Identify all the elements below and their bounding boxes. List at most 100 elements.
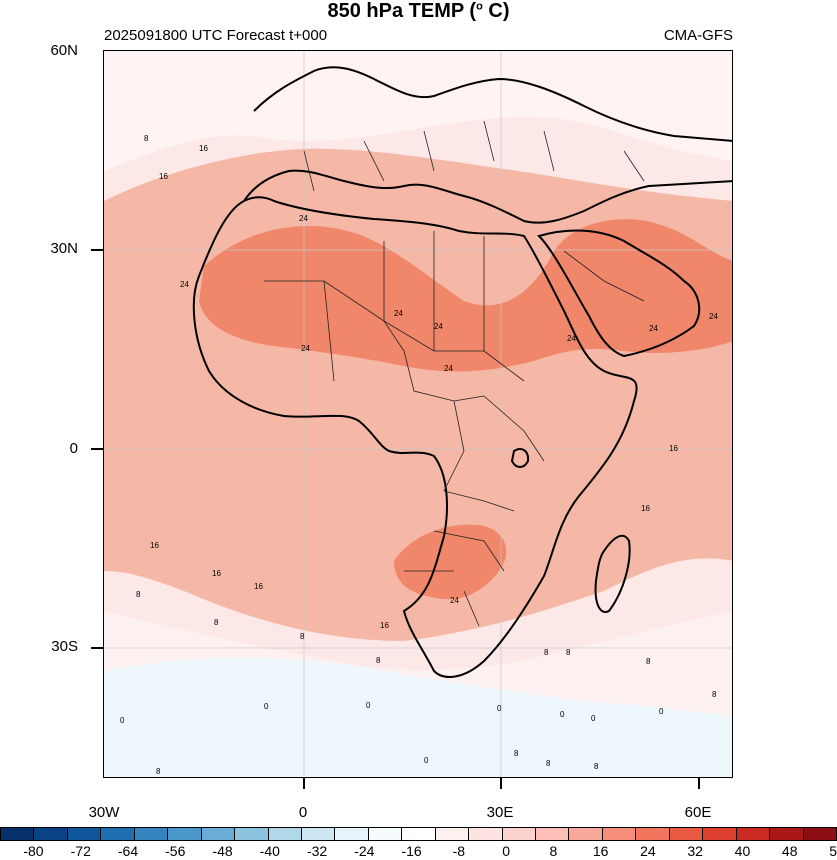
lon-tick — [698, 778, 700, 789]
colorbar-cell — [569, 827, 603, 841]
colorbar-cell — [235, 827, 269, 841]
colorbar-label: -56 — [165, 843, 186, 859]
model-name: CMA-GFS — [663, 27, 733, 44]
contour-label: 24 — [301, 344, 310, 353]
run-info: 2025091800 UTC Forecast t+000 — [104, 27, 328, 44]
colorbar-cell — [703, 827, 737, 841]
contour-labels: 8 16 16 24 24 24 24 24 24 24 24 24 16 16… — [120, 134, 718, 776]
lon-label-60e: 60E — [684, 804, 712, 821]
contour-label: 8 — [136, 590, 141, 599]
colorbar-label: -8 — [452, 843, 466, 859]
contour-label: 8 — [300, 632, 305, 641]
colorbar-cell — [101, 827, 135, 841]
colorbar-cell — [502, 827, 536, 841]
colorbar-label: -64 — [117, 843, 139, 859]
cool-band-north — [104, 51, 732, 171]
temperature-map: 8 16 16 24 24 24 24 24 24 24 24 24 16 16… — [104, 51, 732, 777]
contour-label: 16 — [150, 541, 159, 550]
contour-label: 8 — [214, 618, 219, 627]
colorbar-label: 32 — [687, 843, 703, 859]
contour-label: 24 — [450, 596, 459, 605]
contour-label: 24 — [444, 364, 453, 373]
contour-label: 8 — [544, 648, 549, 657]
colorbar-cell — [301, 827, 336, 841]
lat-label-60n: 60N — [50, 42, 78, 59]
title-main: 850 hPa TEMP ( — [327, 0, 477, 22]
contour-label: 8 — [144, 134, 149, 143]
contour-label: 16 — [254, 582, 263, 591]
colorbar-cell — [435, 827, 470, 841]
colorbar-label: 8 — [549, 843, 558, 859]
lat-tick — [91, 249, 103, 251]
country-borders — [264, 120, 645, 627]
map-panel: 8 16 16 24 24 24 24 24 24 24 24 24 16 16… — [103, 50, 733, 778]
colorbar-cell — [669, 827, 704, 841]
colorbar-label: -80 — [23, 843, 44, 859]
colorbar-cell — [602, 827, 637, 841]
colorbar-cell — [770, 827, 804, 841]
contour-label: 24 — [180, 280, 189, 289]
lat-tick — [91, 448, 103, 450]
contour-label: 0 — [659, 707, 664, 716]
contour-label: 24 — [709, 312, 718, 321]
colorbar-cell — [67, 827, 102, 841]
cold-region-0 — [104, 657, 732, 777]
lon-label-30w: 30W — [88, 804, 120, 821]
lon-tick — [500, 778, 502, 789]
colorbar-label: -24 — [354, 843, 375, 859]
lat-label-equator: 0 — [69, 440, 78, 457]
contour-label: 24 — [394, 309, 403, 318]
contour-label: 16 — [159, 172, 168, 181]
colorbar-cell — [0, 827, 35, 841]
colorbar-label: -40 — [259, 843, 280, 859]
contour-label: 24 — [649, 324, 658, 333]
colorbar-cell — [636, 827, 670, 841]
colorbar-label: 56 — [829, 843, 837, 859]
contour-label: 0 — [591, 714, 596, 723]
contour-label: 16 — [212, 569, 221, 578]
colorbar-cell — [168, 827, 202, 841]
lat-label-30s: 30S — [51, 638, 78, 655]
colorbar-cell — [736, 827, 771, 841]
contour-label: 24 — [567, 334, 576, 343]
colorbar-cell — [134, 827, 169, 841]
lon-tick — [303, 778, 305, 789]
contour-label: 8 — [712, 690, 717, 699]
colorbar-cell — [335, 827, 369, 841]
contour-label: 8 — [514, 749, 519, 758]
contour-label: 8 — [646, 657, 651, 666]
contour-label: 16 — [669, 444, 678, 453]
lon-label-0: 0 — [298, 804, 308, 821]
colorbar-cell — [803, 827, 837, 841]
hot-region-south — [394, 524, 507, 600]
lon-label-30e: 30E — [486, 804, 514, 821]
contour-label: 0 — [560, 710, 565, 719]
contour-label: 0 — [120, 716, 125, 725]
colorbar-label: 40 — [734, 843, 751, 859]
lat-label-30n: 30N — [50, 240, 78, 257]
contour-label: 16 — [641, 504, 650, 513]
contour-label: 16 — [380, 621, 389, 630]
colorbar-label: 48 — [781, 843, 798, 859]
colorbar-cell — [268, 827, 302, 841]
colorbar-cell — [201, 827, 236, 841]
colorbar-cell — [536, 827, 570, 841]
contour-label: 16 — [199, 144, 208, 153]
contour-label: 0 — [497, 704, 502, 713]
colorbar-cell — [34, 827, 68, 841]
colorbar-label: 24 — [640, 843, 656, 859]
colorbar-label: -72 — [70, 843, 91, 859]
colorbar-label: 16 — [592, 843, 609, 859]
colorbar-label: -48 — [212, 843, 233, 859]
contour-label: 0 — [366, 701, 371, 710]
contour-label: 24 — [434, 322, 443, 331]
lat-tick — [91, 647, 103, 649]
degree-symbol: o — [476, 0, 483, 13]
contour-label: 0 — [264, 702, 269, 711]
colorbar-cell — [402, 827, 436, 841]
title-unit: C) — [482, 0, 510, 22]
contour-label: 8 — [566, 648, 571, 657]
coastlines — [192, 66, 732, 678]
colorbar-label: 0 — [502, 843, 511, 859]
colorbar-label: -16 — [401, 843, 422, 859]
